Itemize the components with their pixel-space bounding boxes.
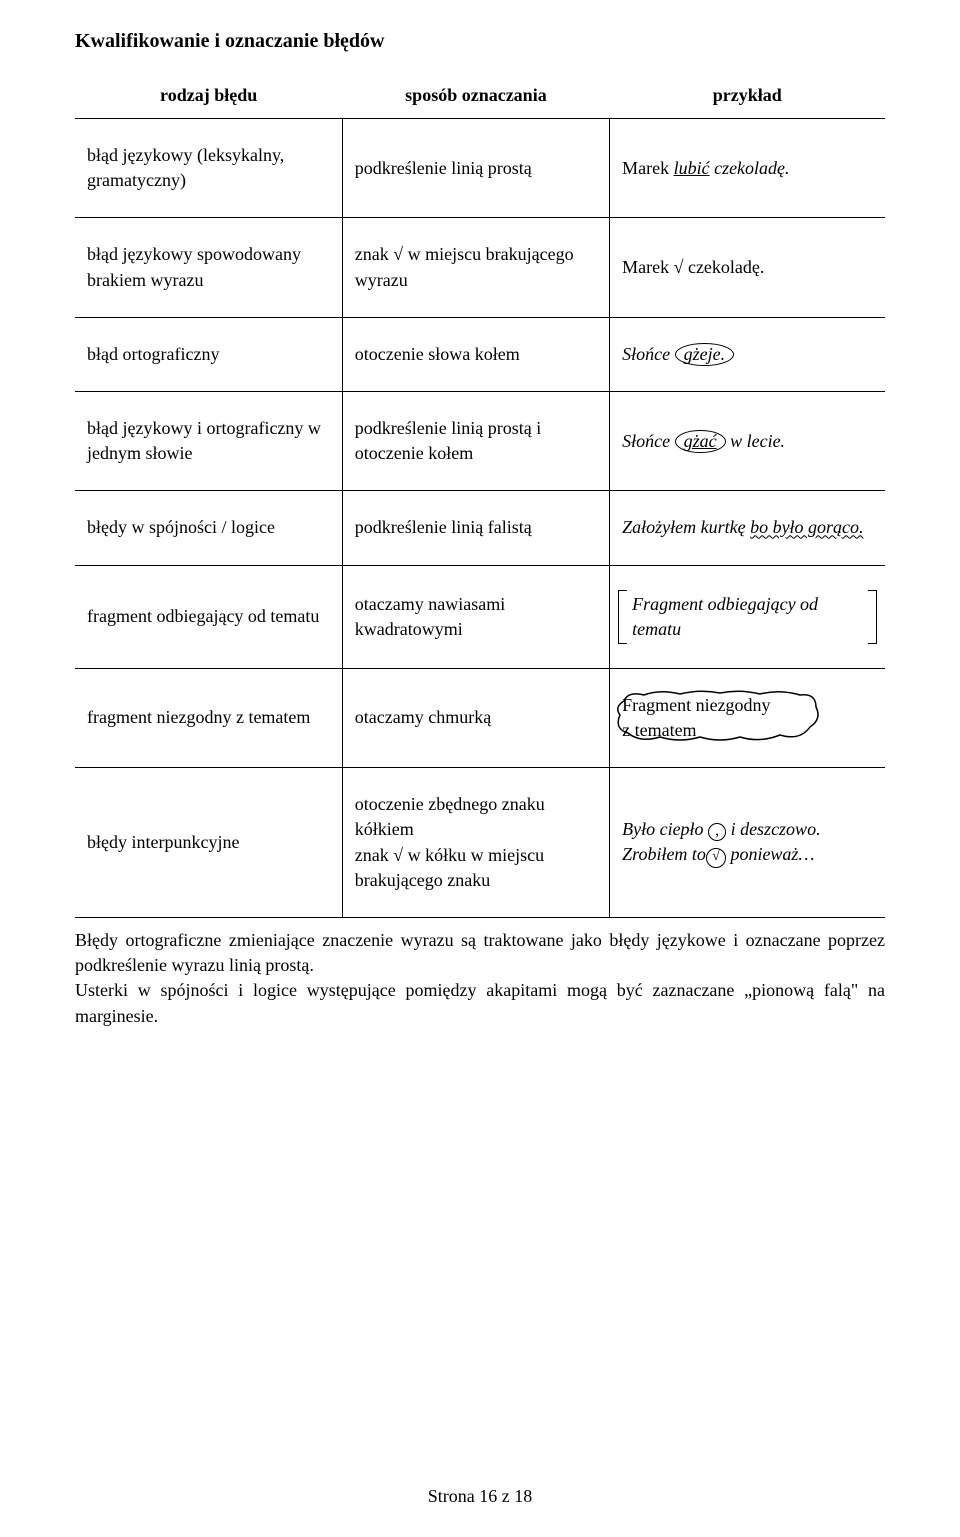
cell-example: Fragment odbiegający od tematu	[610, 565, 885, 668]
example-prefix: Marek	[622, 158, 673, 178]
example-line1-a: Było ciepło	[622, 819, 708, 839]
table-row: błąd językowy spowodowany brakiem wyrazu…	[75, 218, 885, 317]
circled-comma-icon: ,	[708, 823, 726, 841]
circled-sqrt-icon: √	[706, 848, 726, 868]
cell-type: błąd językowy (leksykalny, gramatyczny)	[75, 119, 342, 218]
cell-method: znak √ w miejscu brakującego wyrazu	[342, 218, 609, 317]
example-line2-c: ponieważ…	[726, 844, 815, 864]
table-row: błędy interpunkcyjne otoczenie zbędnego …	[75, 768, 885, 918]
cell-example: Założyłem kurtkę bo było gorąco.	[610, 491, 885, 565]
table-row: fragment niezgodny z tematem otaczamy ch…	[75, 668, 885, 767]
cell-type: błąd językowy i ortograficzny w jednym s…	[75, 391, 342, 490]
cell-method: podkreślenie linią falistą	[342, 491, 609, 565]
cell-example: Fragment niezgodny z tematem	[610, 668, 885, 767]
col-header-type: rodzaj błędu	[75, 73, 342, 119]
table-row: błędy w spójności / logice podkreślenie …	[75, 491, 885, 565]
table-row: błąd językowy i ortograficzny w jednym s…	[75, 391, 885, 490]
cell-type: błąd ortograficzny	[75, 317, 342, 391]
table-row: błąd ortograficzny otoczenie słowa kołem…	[75, 317, 885, 391]
page-title: Kwalifikowanie i oznaczanie błędów	[75, 30, 885, 53]
cell-type: fragment niezgodny z tematem	[75, 668, 342, 767]
example-line2-a: Zrobiłem to	[622, 844, 706, 864]
body-paragraph: Błędy ortograficzne zmieniające znaczeni…	[75, 928, 885, 1029]
example-circled-underlined: gżać	[675, 430, 726, 454]
cell-type: błędy w spójności / logice	[75, 491, 342, 565]
example-suffix: czekoladę.	[710, 158, 790, 178]
cloud-icon	[610, 687, 825, 745]
table-row: błąd językowy (leksykalny, gramatyczny) …	[75, 119, 885, 218]
col-header-method: sposób oznaczania	[342, 73, 609, 119]
table-row: fragment odbiegający od tematu otaczamy …	[75, 565, 885, 668]
example-prefix: Założyłem kurtkę	[622, 517, 750, 537]
error-table: rodzaj błędu sposób oznaczania przykład …	[75, 73, 885, 918]
col-header-example: przykład	[610, 73, 885, 119]
page-footer: Strona 16 z 18	[0, 1486, 960, 1507]
cell-type: fragment odbiegający od tematu	[75, 565, 342, 668]
cell-method: otaczamy chmurką	[342, 668, 609, 767]
example-circled: gżeje.	[675, 343, 734, 367]
cell-type: błędy interpunkcyjne	[75, 768, 342, 918]
cell-example: Słońce gżać w lecie.	[610, 391, 885, 490]
example-prefix: Słońce	[622, 431, 674, 451]
example-suffix: w lecie.	[726, 431, 785, 451]
cell-method: podkreślenie linią prostą	[342, 119, 609, 218]
example-cloud: Fragment niezgodny z tematem	[622, 693, 770, 743]
cell-method: otaczamy nawiasami kwadratowymi	[342, 565, 609, 668]
cell-type: błąd językowy spowodowany brakiem wyrazu	[75, 218, 342, 317]
example-bracketed: Fragment odbiegający od tematu	[622, 590, 873, 644]
cell-example: Było ciepło , i deszczowo. Zrobiłem to√ …	[610, 768, 885, 918]
example-prefix: Słońce	[622, 344, 674, 364]
cell-example: Słońce gżeje.	[610, 317, 885, 391]
cell-method: otoczenie zbędnego znaku kółkiem znak √ …	[342, 768, 609, 918]
example-line1-c: i deszczowo.	[726, 819, 821, 839]
example-wavy: bo było gorąco.	[750, 517, 863, 537]
cell-method: podkreślenie linią prostą i otoczenie ko…	[342, 391, 609, 490]
cell-method: otoczenie słowa kołem	[342, 317, 609, 391]
example-underlined: lubić	[674, 158, 710, 178]
cell-example: Marek √ czekoladę.	[610, 218, 885, 317]
cell-example: Marek lubić czekoladę.	[610, 119, 885, 218]
